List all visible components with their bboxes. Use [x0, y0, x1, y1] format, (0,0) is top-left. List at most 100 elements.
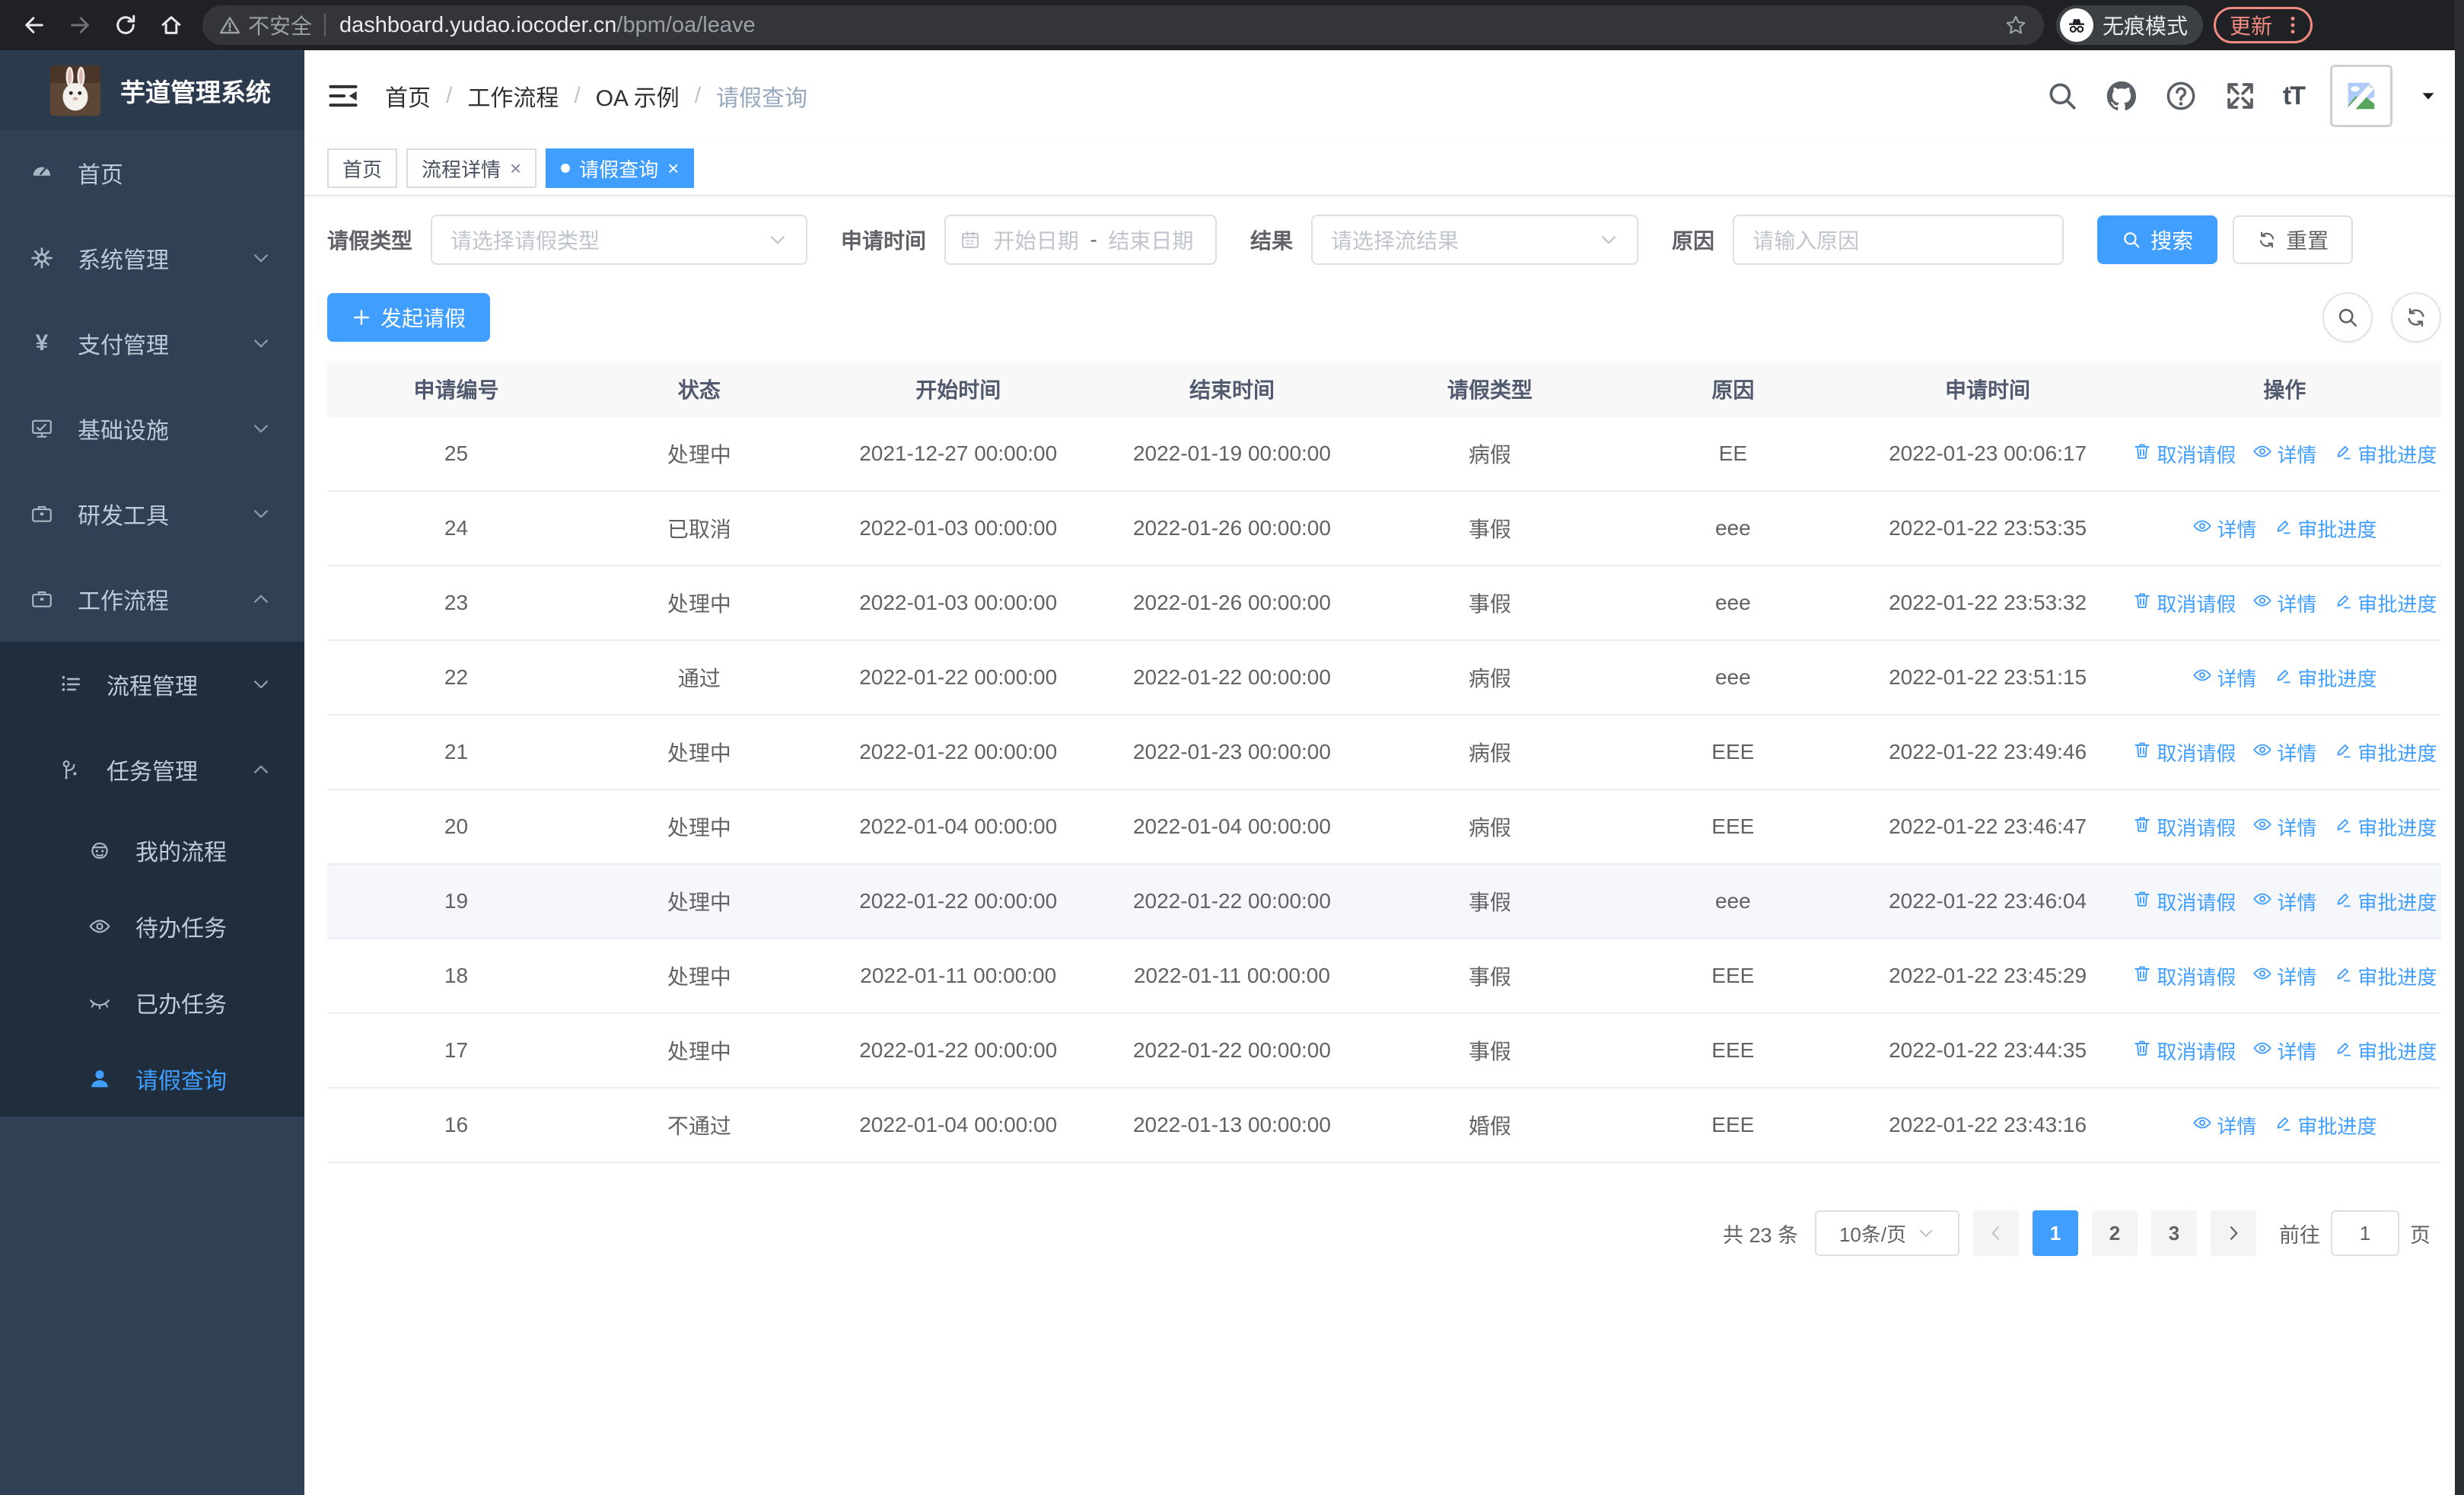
- detail-link[interactable]: 详情: [2192, 664, 2256, 692]
- approval-progress-link[interactable]: 审批进度: [2273, 664, 2376, 692]
- browser-reload-icon[interactable]: [105, 5, 146, 46]
- cancel-leave-link[interactable]: 取消请假: [2132, 962, 2236, 990]
- result-select[interactable]: 请选择流结果: [1311, 215, 1639, 265]
- eye-icon: [2252, 441, 2272, 467]
- cell-reason: eee: [1714, 889, 1751, 913]
- detail-link[interactable]: 详情: [2192, 1111, 2256, 1140]
- sidebar-collapse-button[interactable]: [327, 81, 359, 110]
- approval-progress-link[interactable]: 审批进度: [2333, 813, 2437, 841]
- search-icon[interactable]: [2045, 79, 2079, 113]
- cancel-leave-link[interactable]: 取消请假: [2132, 888, 2236, 916]
- sidebar-item-6[interactable]: 流程管理: [0, 642, 304, 727]
- cell-status: 已取消: [667, 518, 731, 541]
- create-leave-button[interactable]: 发起请假: [327, 293, 491, 342]
- cell-start: 2021-12-27 00:00:00: [859, 441, 1058, 465]
- reason-input[interactable]: 请输入原因: [1733, 215, 2064, 265]
- cancel-leave-link[interactable]: 取消请假: [2132, 440, 2236, 468]
- cell-status: 处理中: [667, 592, 731, 616]
- browser-home-icon[interactable]: [151, 5, 192, 46]
- end-date-placeholder[interactable]: 结束日期: [1108, 229, 1194, 253]
- sidebar-item-2[interactable]: ¥ 支付管理: [0, 301, 304, 386]
- app-logo[interactable]: 芋道管理系统: [0, 50, 304, 130]
- bookmark-star-icon[interactable]: [2004, 14, 2027, 37]
- approval-progress-link[interactable]: 审批进度: [2333, 1037, 2437, 1065]
- pen-icon: [2333, 964, 2353, 989]
- detail-link[interactable]: 详情: [2192, 515, 2256, 543]
- approval-progress-link[interactable]: 审批进度: [2333, 738, 2437, 767]
- approval-progress-link[interactable]: 审批进度: [2333, 589, 2437, 617]
- detail-link[interactable]: 详情: [2252, 589, 2316, 617]
- browser-update-button[interactable]: 更新: [2214, 7, 2313, 43]
- approval-progress-link[interactable]: 审批进度: [2273, 1111, 2376, 1140]
- start-date-placeholder[interactable]: 开始日期: [993, 229, 1079, 253]
- avatar[interactable]: [2330, 65, 2392, 127]
- goto-page-input[interactable]: [2331, 1210, 2399, 1256]
- breadcrumb-item-2[interactable]: OA 示例: [595, 86, 680, 111]
- incognito-label: 无痕模式: [2103, 14, 2189, 38]
- sidebar-item-5[interactable]: 工作流程: [0, 556, 304, 642]
- tab-label: 首页: [342, 158, 383, 181]
- help-icon[interactable]: [2164, 79, 2198, 113]
- leave-type-select[interactable]: 请选择请假类型: [431, 215, 808, 265]
- apply-time-range-picker[interactable]: 开始日期 - 结束日期: [944, 215, 1218, 265]
- github-icon[interactable]: [2105, 79, 2138, 113]
- approval-progress-link[interactable]: 审批进度: [2333, 440, 2437, 468]
- page-button-1[interactable]: 1: [2033, 1210, 2078, 1256]
- cancel-leave-link[interactable]: 取消请假: [2132, 589, 2236, 617]
- breadcrumb-item-0[interactable]: 首页: [385, 86, 431, 111]
- sidebar-item-9[interactable]: 待办任务: [0, 888, 304, 964]
- page-button-3[interactable]: 3: [2151, 1210, 2197, 1256]
- tab-0[interactable]: 首页: [327, 148, 398, 188]
- sidebar-item-7[interactable]: 任务管理: [0, 727, 304, 812]
- sidebar-item-11[interactable]: 请假查询: [0, 1041, 304, 1117]
- browser-back-icon[interactable]: [14, 5, 55, 46]
- cancel-leave-link[interactable]: 取消请假: [2132, 1037, 2236, 1065]
- sidebar-item-10[interactable]: 已办任务: [0, 964, 304, 1041]
- sidebar-item-1[interactable]: 系统管理: [0, 215, 304, 301]
- detail-link[interactable]: 详情: [2252, 1037, 2316, 1065]
- prev-page-button[interactable]: [1973, 1210, 2019, 1256]
- sidebar-item-3[interactable]: 基础设施: [0, 386, 304, 471]
- detail-link[interactable]: 详情: [2252, 962, 2316, 990]
- font-size-icon[interactable]: tT: [2282, 81, 2306, 110]
- cancel-leave-link[interactable]: 取消请假: [2132, 738, 2236, 767]
- sidebar-item-0[interactable]: 首页: [0, 130, 304, 215]
- sidebar-item-label: 待办任务: [135, 916, 227, 942]
- breadcrumb: 首页 / 工作流程 / OA 示例 / 请假查询: [385, 79, 807, 113]
- detail-link[interactable]: 详情: [2252, 738, 2316, 767]
- url-bar[interactable]: 不安全 dashboard.yudao.iocoder.cn/bpm/oa/le…: [202, 5, 2044, 45]
- browser-menu-icon[interactable]: [2281, 14, 2304, 37]
- approval-progress-link[interactable]: 审批进度: [2273, 515, 2376, 543]
- detail-link[interactable]: 详情: [2252, 888, 2316, 916]
- next-page-button[interactable]: [2211, 1210, 2256, 1256]
- pen-icon: [2333, 441, 2353, 467]
- browser-forward-icon[interactable]: [59, 5, 100, 46]
- page-size-select[interactable]: 10条/页: [1815, 1210, 1959, 1256]
- breadcrumb-item-1[interactable]: 工作流程: [467, 86, 559, 111]
- sidebar-item-4[interactable]: 研发工具: [0, 471, 304, 556]
- approval-progress-link-label: 审批进度: [2357, 741, 2437, 765]
- approval-progress-link[interactable]: 审批进度: [2333, 962, 2437, 990]
- detail-link[interactable]: 详情: [2252, 440, 2316, 468]
- table-row-25: 25 处理中 2021-12-27 00:00:00 2022-01-19 00:00…: [327, 417, 2441, 492]
- tab-1[interactable]: 流程详情 ×: [406, 148, 537, 188]
- top-navbar: 首页 / 工作流程 / OA 示例 / 请假查询 tT: [304, 50, 2464, 142]
- tab-2[interactable]: 请假查询 ×: [546, 148, 695, 188]
- page-button-2[interactable]: 2: [2092, 1210, 2138, 1256]
- reset-button[interactable]: 重置: [2233, 215, 2354, 264]
- detail-link[interactable]: 详情: [2252, 813, 2316, 841]
- security-label[interactable]: 不安全: [248, 14, 313, 38]
- window-edge-scrollbar[interactable]: [2455, 0, 2464, 1495]
- cell-applied: 2022-01-22 23:49:46: [1889, 740, 2087, 763]
- cancel-leave-link[interactable]: 取消请假: [2132, 813, 2236, 841]
- tab-close-icon[interactable]: ×: [667, 157, 680, 180]
- approval-progress-link[interactable]: 审批进度: [2333, 888, 2437, 916]
- user-menu-caret-icon[interactable]: [2418, 86, 2438, 106]
- tab-close-icon[interactable]: ×: [510, 157, 522, 180]
- refresh-table-button[interactable]: [2391, 292, 2441, 343]
- search-button[interactable]: 搜索: [2097, 215, 2218, 264]
- sidebar-item-8[interactable]: 我的流程: [0, 812, 304, 888]
- cell-applied: 2022-01-22 23:45:29: [1889, 964, 2087, 987]
- toggle-search-button[interactable]: [2322, 292, 2373, 343]
- fullscreen-icon[interactable]: [2224, 79, 2257, 113]
